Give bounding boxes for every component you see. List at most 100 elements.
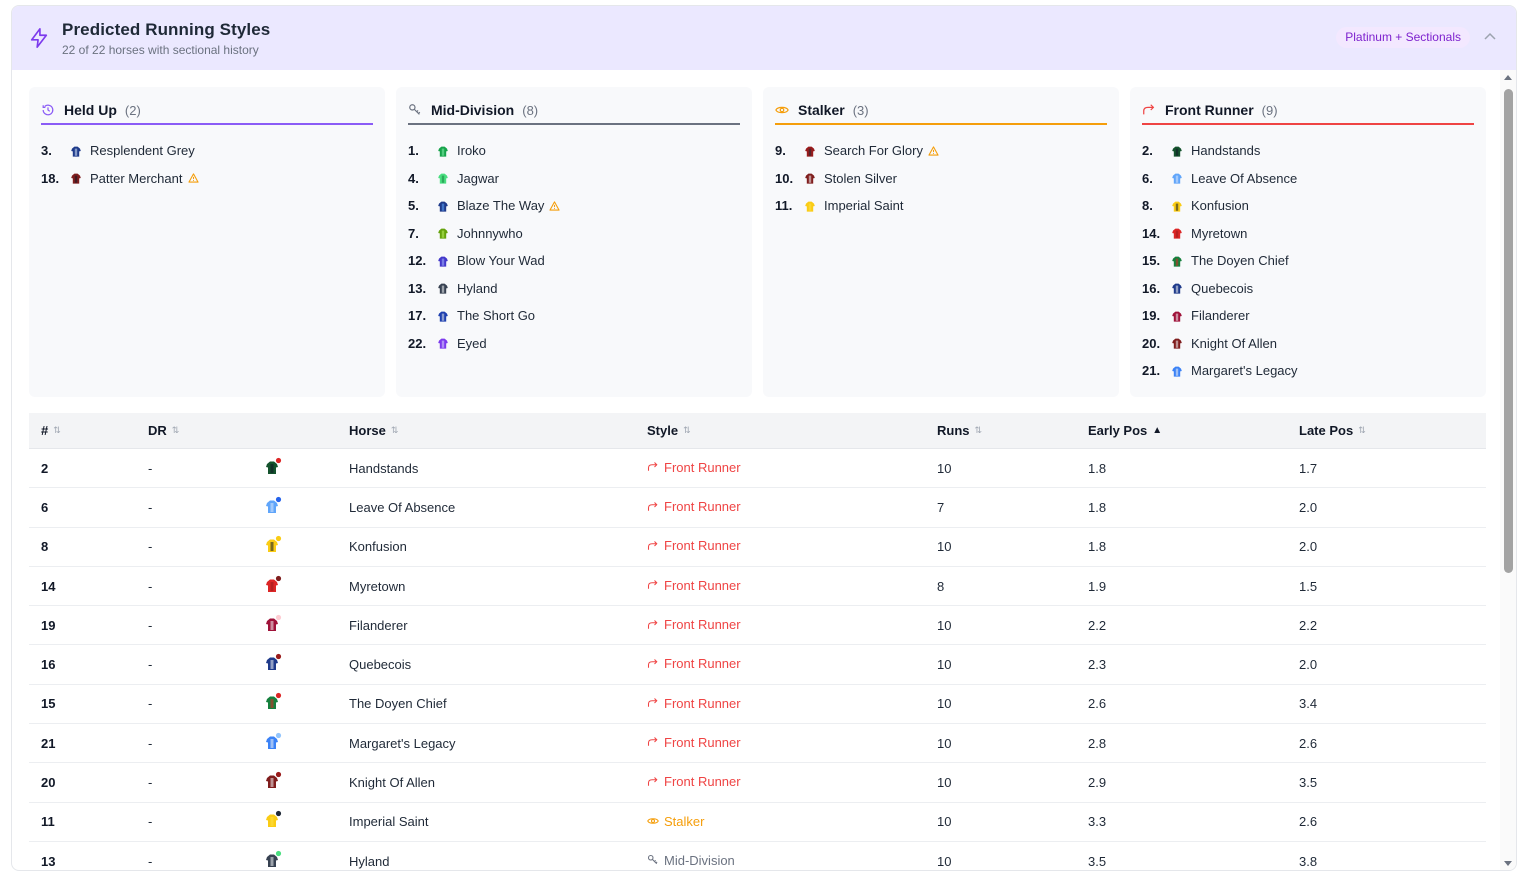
horse-number: 13.	[408, 280, 427, 296]
panel-header[interactable]: Predicted Running Styles 22 of 22 horses…	[12, 6, 1516, 70]
list-item[interactable]: 5. Blaze The Way	[408, 192, 740, 220]
warning-icon	[549, 201, 561, 211]
column-header[interactable]: Horse ⇅	[349, 423, 647, 438]
scroll-down-arrow[interactable]	[1504, 861, 1512, 866]
list-item[interactable]: 13. Hyland	[408, 275, 740, 303]
style-groups: Held Up (2) 3. Resplendent Grey 18. Patt…	[29, 87, 1486, 397]
table-row[interactable]: 13 - Hyland Mid-Division 10 3.5 3.8	[29, 842, 1486, 870]
list-item[interactable]: 18. Patter Merchant	[41, 165, 373, 193]
saddle-number: 13	[41, 853, 56, 869]
horse-name: Margaret's Legacy	[349, 735, 456, 751]
sort-icon[interactable]: ⇅	[974, 425, 983, 435]
column-header[interactable]: DR ⇅	[148, 423, 260, 438]
late-pos-cell: 2.0	[1299, 539, 1318, 555]
table-row[interactable]: 19 - Filanderer Front Runner 10 2.2 2.2	[29, 606, 1486, 646]
panel-body: Held Up (2) 3. Resplendent Grey 18. Patt…	[12, 70, 1502, 870]
eye-icon	[775, 106, 789, 114]
list-item[interactable]: 12. Blow Your Wad	[408, 247, 740, 275]
table-row[interactable]: 16 - Quebecois Front Runner 10 2.3 2.0	[29, 645, 1486, 685]
table-row[interactable]: 15 - The Doyen Chief Front Runner 10 2.6…	[29, 685, 1486, 725]
vertical-scrollbar[interactable]	[1500, 70, 1516, 870]
saddle-number: 20	[41, 775, 56, 791]
list-item[interactable]: 21. Margaret's Legacy	[1142, 357, 1474, 385]
style-cell: Front Runner	[647, 774, 937, 791]
runs-cell: 10	[937, 539, 952, 555]
silk-cell	[260, 692, 349, 715]
saddle-number: 2	[41, 460, 49, 476]
silk-cell	[260, 810, 349, 833]
list-item[interactable]: 2. Handstands	[1142, 137, 1474, 165]
horse-number: 11.	[775, 198, 793, 214]
horse-number: 15.	[1142, 253, 1161, 269]
column-header[interactable]: Early Pos ▲	[1088, 423, 1299, 438]
horse-number: 12.	[408, 253, 427, 269]
sort-icon[interactable]: ⇅	[53, 425, 61, 435]
list-item[interactable]: 11. Imperial Saint	[775, 192, 1107, 220]
table-row[interactable]: 11 - Imperial Saint Stalker 10 3.3 2.6	[29, 803, 1486, 842]
horse-number: 1.	[408, 143, 419, 159]
jockey-silk-icon	[1172, 366, 1182, 377]
column-header[interactable]: Runs ⇅	[937, 423, 1088, 438]
column-header[interactable]: Style ⇅	[647, 423, 937, 438]
list-item[interactable]: 20. Knight Of Allen	[1142, 330, 1474, 358]
table-row[interactable]: 14 - Myretown Front Runner 8 1.9 1.5	[29, 567, 1486, 607]
list-item[interactable]: 14. Myretown	[1142, 220, 1474, 248]
column-header[interactable]: # ⇅	[29, 423, 148, 438]
list-item[interactable]: 7. Johnnywho	[408, 220, 740, 248]
column-header[interactable]: Late Pos ⇅	[1299, 423, 1486, 438]
horse-name: The Doyen Chief	[1191, 253, 1289, 269]
list-item[interactable]: 3. Resplendent Grey	[41, 137, 373, 165]
table-row[interactable]: 20 - Knight Of Allen Front Runner 10 2.9…	[29, 763, 1486, 803]
early-pos-cell: 2.9	[1088, 775, 1107, 791]
style-cell: Front Runner	[647, 617, 937, 634]
horse-name: Imperial Saint	[824, 198, 904, 214]
jockey-silk-icon	[1172, 256, 1182, 267]
scroll-up-arrow[interactable]	[1504, 75, 1512, 80]
horse-number: 10.	[775, 170, 794, 186]
warning-icon	[928, 146, 939, 156]
late-pos-cell: 3.5	[1299, 775, 1318, 791]
scrollbar-thumb[interactable]	[1504, 89, 1513, 573]
draw-cell: -	[148, 539, 153, 555]
style-group-header: Mid-Division (8)	[408, 101, 740, 125]
column-label: Style	[647, 423, 679, 438]
table-row[interactable]: 8 - Konfusion Front Runner 10 1.8 2.0	[29, 528, 1486, 567]
style-cell: Front Runner	[647, 696, 937, 713]
sort-icon[interactable]: ⇅	[1358, 425, 1366, 435]
sort-icon[interactable]: ▲	[1152, 425, 1163, 436]
trend-up-icon	[647, 737, 658, 747]
sort-icon[interactable]: ⇅	[171, 425, 180, 435]
late-pos-cell: 3.8	[1299, 853, 1318, 869]
column-label: #	[41, 423, 49, 438]
list-item[interactable]: 1. Iroko	[408, 137, 740, 165]
jockey-silk-icon	[71, 146, 81, 157]
table-row[interactable]: 21 - Margaret's Legacy Front Runner 10 2…	[29, 724, 1486, 764]
list-item[interactable]: 8. Konfusion	[1142, 192, 1474, 220]
horse-number: 8.	[1142, 198, 1153, 214]
jockey-silk-icon	[805, 173, 815, 184]
list-item[interactable]: 6. Leave Of Absence	[1142, 165, 1474, 193]
horse-number: 4.	[408, 170, 419, 186]
list-item[interactable]: 19. Filanderer	[1142, 302, 1474, 330]
table-row[interactable]: 6 - Leave Of Absence Front Runner 7 1.8 …	[29, 488, 1486, 528]
style-group-name: Stalker	[798, 102, 845, 118]
list-item[interactable]: 16. Quebecois	[1142, 275, 1474, 303]
runs-cell: 10	[937, 460, 952, 476]
horse-number: 7.	[408, 225, 419, 241]
chevron-up-icon[interactable]	[1482, 29, 1498, 45]
list-item[interactable]: 17. The Short Go	[408, 302, 740, 330]
sort-icon[interactable]: ⇅	[683, 425, 691, 435]
saddle-number: 8	[41, 539, 49, 555]
list-item[interactable]: 10. Stolen Silver	[775, 165, 1107, 193]
style-cell: Front Runner	[647, 499, 937, 516]
style-group-list: 3. Resplendent Grey 18. Patter Merchant	[41, 137, 373, 192]
list-item[interactable]: 15. The Doyen Chief	[1142, 247, 1474, 275]
sort-icon[interactable]: ⇅	[390, 425, 399, 435]
column-label: Horse	[349, 423, 386, 438]
list-item[interactable]: 22. Eyed	[408, 330, 740, 358]
list-item[interactable]: 4. Jagwar	[408, 165, 740, 193]
style-label: Front Runner	[664, 734, 741, 750]
table-row[interactable]: 2 - Handstands Front Runner 10 1.8 1.7	[29, 449, 1486, 489]
silk-cell	[260, 653, 349, 676]
list-item[interactable]: 9. Search For Glory	[775, 137, 1107, 165]
